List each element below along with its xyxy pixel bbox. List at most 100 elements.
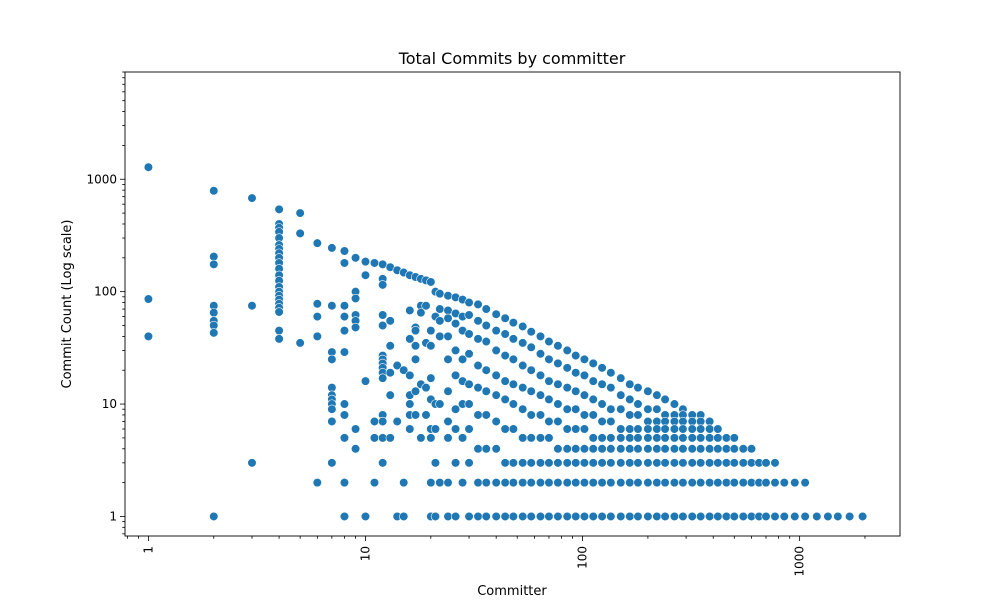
data-point xyxy=(508,458,518,468)
data-point xyxy=(553,358,563,368)
data-point xyxy=(652,390,662,400)
data-point xyxy=(833,511,843,522)
data-point xyxy=(339,301,350,311)
data-point xyxy=(625,458,635,468)
x-tick-label: 1000 xyxy=(793,546,807,577)
data-point xyxy=(606,458,616,468)
data-point xyxy=(405,399,415,409)
data-point xyxy=(450,318,461,329)
data-point xyxy=(616,424,626,434)
data-point xyxy=(535,478,546,488)
data-point xyxy=(481,478,491,488)
data-point xyxy=(553,379,563,389)
data-point xyxy=(457,354,468,364)
data-point xyxy=(526,327,536,337)
data-point xyxy=(571,368,581,378)
data-point xyxy=(721,478,732,488)
data-point xyxy=(518,321,528,332)
data-point xyxy=(430,458,441,468)
data-point xyxy=(426,373,436,383)
data-point xyxy=(606,368,616,378)
data-point xyxy=(696,458,706,468)
plot-area-frame xyxy=(124,71,901,537)
data-point xyxy=(518,338,528,348)
data-point xyxy=(729,511,739,522)
data-point xyxy=(544,354,554,364)
data-point xyxy=(696,433,706,443)
data-point xyxy=(416,433,426,443)
data-point xyxy=(405,334,415,344)
data-point xyxy=(435,399,445,409)
data-point xyxy=(526,458,536,468)
data-point xyxy=(571,511,581,522)
data-point xyxy=(606,478,616,488)
data-point xyxy=(450,511,461,522)
data-point xyxy=(588,511,598,522)
data-point xyxy=(597,363,607,373)
data-point xyxy=(779,511,789,522)
data-point xyxy=(430,511,441,522)
data-point xyxy=(562,424,572,434)
data-point xyxy=(625,478,635,488)
data-point xyxy=(705,511,715,522)
data-point xyxy=(295,208,305,218)
data-point xyxy=(696,511,706,522)
data-point xyxy=(481,386,491,396)
data-point xyxy=(597,379,607,389)
data-point xyxy=(553,458,563,468)
data-point xyxy=(274,334,284,344)
data-point xyxy=(678,511,688,522)
data-point xyxy=(500,313,510,323)
data-point xyxy=(443,313,453,323)
data-point xyxy=(562,404,572,414)
data-point xyxy=(426,341,436,351)
data-point xyxy=(526,386,536,396)
data-point xyxy=(327,416,337,427)
y-tick-label: 10 xyxy=(102,397,117,411)
data-point xyxy=(209,186,219,196)
data-point xyxy=(696,478,706,488)
data-point xyxy=(327,354,337,364)
data-point xyxy=(721,458,732,468)
data-point xyxy=(339,347,350,357)
data-point xyxy=(652,444,662,454)
data-point xyxy=(597,416,607,427)
data-point xyxy=(812,511,822,522)
y-tick-label: 1 xyxy=(109,509,117,523)
data-point xyxy=(500,424,510,434)
data-point xyxy=(385,390,395,400)
data-point xyxy=(721,511,732,522)
data-point xyxy=(464,310,474,320)
data-point xyxy=(562,511,572,522)
data-point xyxy=(457,478,468,488)
data-point xyxy=(696,424,706,434)
data-point xyxy=(643,433,653,443)
data-point xyxy=(339,433,350,443)
data-point xyxy=(435,331,445,341)
data-point xyxy=(713,433,723,443)
data-point xyxy=(779,478,789,488)
data-point xyxy=(625,394,635,405)
data-point xyxy=(209,308,219,318)
data-point xyxy=(571,478,581,488)
data-point xyxy=(410,354,421,364)
data-point xyxy=(312,311,322,322)
data-point xyxy=(491,511,501,522)
data-point xyxy=(705,478,715,488)
data-point xyxy=(491,309,501,319)
data-point xyxy=(274,204,284,214)
data-point xyxy=(713,424,723,434)
data-point xyxy=(633,410,643,420)
data-point xyxy=(443,291,453,301)
data-point xyxy=(579,458,590,468)
data-point xyxy=(687,433,697,443)
data-point xyxy=(491,416,501,427)
data-point xyxy=(687,424,697,434)
data-point xyxy=(443,478,453,488)
data-point xyxy=(350,444,361,454)
data-point xyxy=(579,478,590,488)
data-point xyxy=(597,444,607,454)
data-point xyxy=(327,404,337,414)
data-point xyxy=(405,370,415,380)
